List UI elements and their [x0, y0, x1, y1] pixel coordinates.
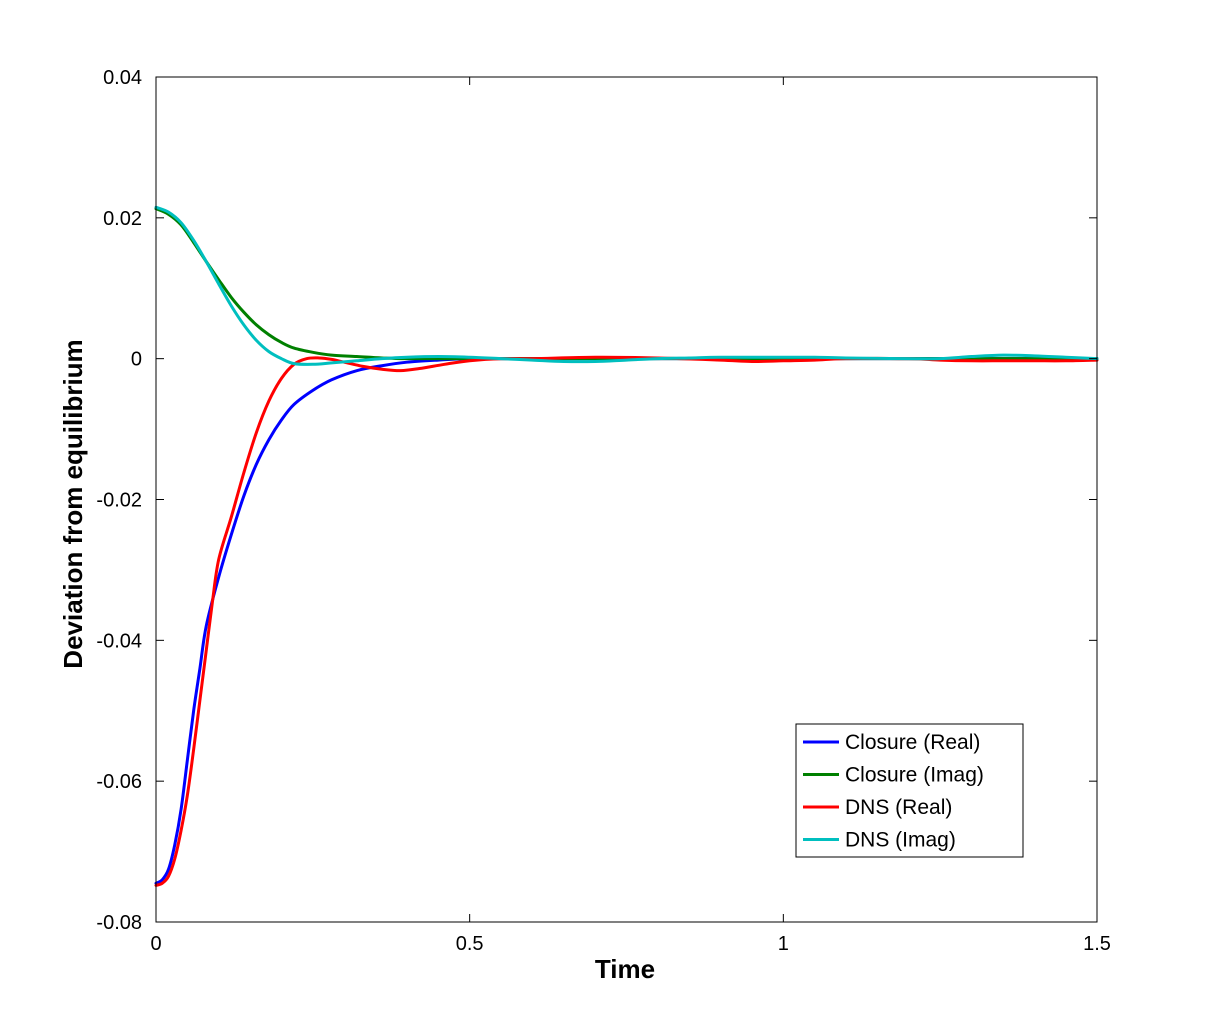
legend-box: [795, 723, 1024, 858]
legend-label-1: Closure (Imag): [845, 764, 984, 787]
y-tick-label-5: 0.02: [103, 208, 142, 230]
legend: Closure (Real) Closure (Imag) DNS (Real) DN…: [795, 723, 1024, 858]
x-tick-label-0: 0: [150, 933, 161, 955]
legend-label-3: DNS (Imag): [845, 829, 956, 852]
y-tick-label-6: 0.04: [103, 67, 142, 89]
y-tick-label-0: -0.08: [96, 912, 142, 934]
y-axis-label: Deviation from equilibrium: [58, 339, 88, 668]
x-tick-label-2: 1: [778, 933, 789, 955]
legend-label-0: Closure (Real): [845, 731, 980, 754]
y-tick-label-2: -0.04: [96, 630, 142, 652]
x-tick-label-1: 0.5: [456, 933, 484, 955]
y-tick-label-1: -0.06: [96, 771, 142, 793]
x-tick-label-3: 1.5: [1083, 933, 1111, 955]
x-axis-label: Time: [595, 954, 655, 984]
y-tick-label-3: -0.02: [96, 490, 142, 512]
y-tick-label-4: 0: [131, 349, 142, 371]
legend-label-2: DNS (Real): [845, 796, 952, 819]
tick-labels-group: 0 0.5 1 1.5 -0.08 -0.06 -0.04 -0.02 0 0.02 0.04: [96, 67, 1111, 955]
series-group: [154, 205, 1099, 887]
series-line-3: [154, 205, 1099, 366]
ticks-group: [155, 76, 1098, 923]
